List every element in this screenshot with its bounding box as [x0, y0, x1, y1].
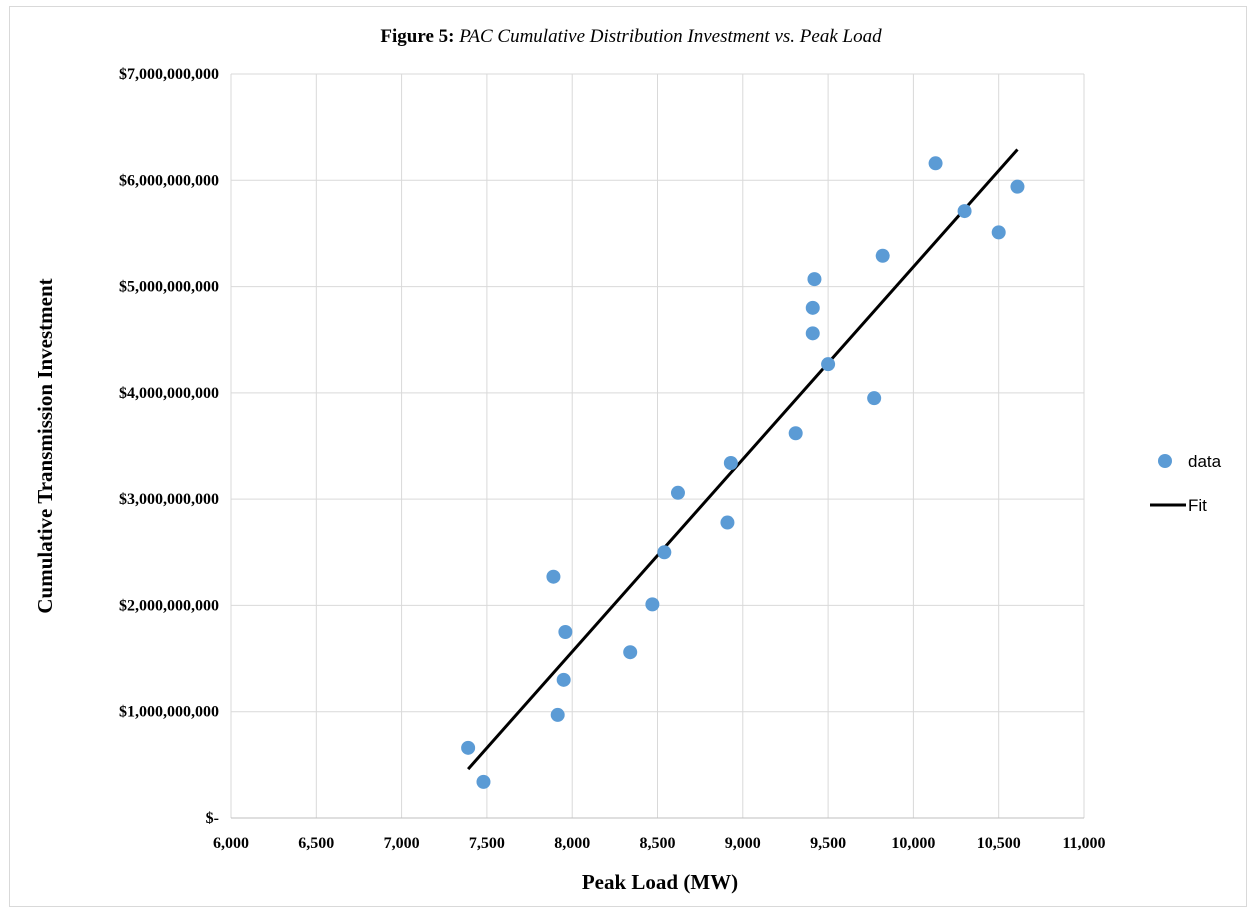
y-tick-label: $4,000,000,000 — [119, 385, 219, 402]
data-point — [657, 545, 672, 560]
legend-label-fit: Fit — [1188, 496, 1207, 515]
x-tick-label: 7,500 — [469, 835, 505, 852]
gridlines — [230, 73, 1085, 819]
y-tick-label: $1,000,000,000 — [119, 704, 219, 721]
x-tick-label: 6,500 — [298, 835, 334, 852]
chart-title: Figure 5: PAC Cumulative Distribution In… — [380, 26, 882, 47]
data-point — [805, 300, 820, 315]
data-point — [670, 485, 685, 500]
x-axis-ticks: 6,000 6,500 7,000 7,500 8,000 8,500 9,000 9,500… — [213, 835, 1106, 852]
chart-title-italic: PAC Cumulative Distribution Investment v… — [458, 26, 882, 47]
y-tick-label: $3,000,000,000 — [119, 491, 219, 508]
data-point — [558, 625, 573, 639]
legend-label-data: data — [1188, 452, 1222, 471]
data-point — [550, 707, 565, 722]
x-tick-label: 8,000 — [554, 835, 590, 852]
y-tick-label: $6,000,000,000 — [119, 172, 219, 189]
x-tick-label: 9,500 — [810, 835, 846, 852]
data-point — [821, 357, 836, 372]
data-point — [788, 426, 803, 441]
x-tick-label: 8,500 — [640, 835, 676, 852]
x-tick-label: 9,000 — [725, 835, 761, 852]
data-point — [645, 597, 660, 612]
x-tick-label: 10,500 — [977, 835, 1021, 852]
data-point — [805, 326, 820, 341]
legend: data Fit — [1150, 452, 1222, 515]
y-tick-label: $2,000,000,000 — [119, 597, 219, 614]
x-tick-label: 6,000 — [213, 835, 249, 852]
x-axis-label: Peak Load (MW) — [582, 870, 738, 894]
chart-title-bold: Figure 5: — [380, 26, 454, 47]
data-point — [556, 672, 571, 687]
data-point — [875, 248, 890, 263]
y-axis-ticks: $- $1,000,000,000 $2,000,000,000 $3,000,000… — [119, 66, 219, 827]
y-tick-label: $7,000,000,000 — [119, 66, 219, 83]
x-tick-label: 7,000 — [384, 835, 420, 852]
data-series — [461, 156, 1025, 789]
data-point — [720, 515, 735, 530]
data-point — [928, 156, 943, 171]
data-point — [867, 391, 882, 406]
data-point — [461, 740, 476, 755]
data-point — [957, 204, 972, 219]
y-axis-label: Cumulative Transmission Investment — [33, 278, 57, 613]
fit-series — [467, 148, 1019, 771]
y-tick-label: $5,000,000,000 — [119, 279, 219, 296]
data-point — [723, 456, 738, 471]
data-point — [991, 225, 1006, 240]
legend-marker-data — [1158, 454, 1172, 468]
x-tick-label: 10,000 — [891, 835, 935, 852]
y-tick-label: $- — [206, 810, 219, 827]
fit-line — [467, 148, 1019, 771]
x-tick-label: 11,000 — [1062, 835, 1105, 852]
data-point — [623, 645, 638, 660]
data-point — [1010, 179, 1025, 194]
chart-frame — [9, 6, 1247, 907]
data-point — [546, 569, 561, 584]
data-point — [807, 272, 822, 287]
data-point — [476, 774, 491, 789]
